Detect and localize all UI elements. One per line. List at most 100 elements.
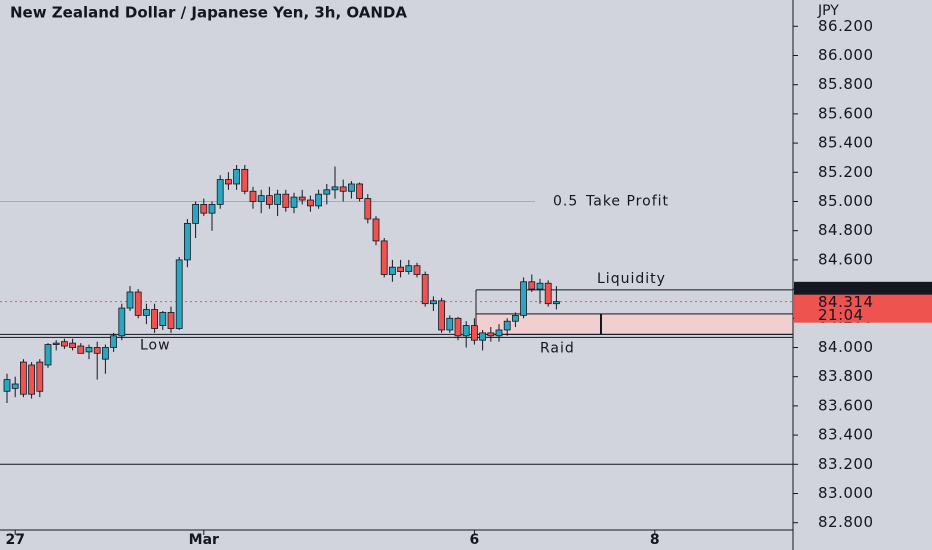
y-tick-label: 83.600 bbox=[818, 396, 874, 414]
y-tick-label: 85.200 bbox=[818, 163, 874, 181]
y-tick-label: 83.200 bbox=[818, 455, 874, 473]
annotation: Raid bbox=[540, 340, 575, 356]
y-tick-label: 83.800 bbox=[818, 367, 874, 385]
candle-body bbox=[397, 266, 405, 272]
candle-body bbox=[512, 314, 519, 322]
candle-body bbox=[118, 307, 126, 337]
candle-body bbox=[200, 204, 208, 214]
y-tick-label: 86.200 bbox=[818, 17, 874, 35]
candle-body bbox=[274, 193, 282, 205]
liquidity-label: 84.395 bbox=[818, 280, 874, 298]
candle-body bbox=[429, 300, 437, 305]
y-tick-label: 84.000 bbox=[818, 338, 874, 356]
candle-body bbox=[167, 312, 175, 329]
candle-body bbox=[462, 325, 470, 337]
candle-body bbox=[544, 282, 552, 305]
candle-body bbox=[3, 379, 11, 392]
x-tick-label: 6 bbox=[470, 532, 480, 548]
candle-body bbox=[265, 195, 273, 205]
candle-body bbox=[380, 240, 388, 275]
candle-body bbox=[323, 189, 331, 195]
y-tick-label: 86.000 bbox=[818, 46, 874, 64]
candle-body bbox=[306, 199, 314, 207]
y-tick-label: 84.600 bbox=[818, 250, 874, 268]
candle-body bbox=[503, 320, 511, 331]
candle-body bbox=[413, 265, 421, 275]
candle-body bbox=[52, 342, 60, 345]
candle-body bbox=[421, 274, 429, 305]
candle-body bbox=[331, 186, 339, 191]
candle-body bbox=[495, 329, 503, 337]
y-tick-label: 83.400 bbox=[818, 426, 874, 444]
y-tick-label: 85.600 bbox=[818, 104, 874, 122]
y-tick-label: 85.400 bbox=[818, 134, 874, 152]
candle-body bbox=[183, 222, 191, 261]
y-tick-label: 82.800 bbox=[818, 513, 874, 531]
candle-body bbox=[536, 282, 544, 290]
candle-body bbox=[479, 332, 487, 341]
candle-body bbox=[151, 309, 159, 329]
annotation: Take Profit bbox=[585, 193, 669, 209]
candle-body bbox=[93, 347, 101, 354]
x-tick-label: 8 bbox=[650, 532, 660, 548]
y-tick-label: 85.000 bbox=[818, 192, 874, 210]
candle-body bbox=[142, 309, 150, 316]
candle-body bbox=[36, 361, 44, 392]
candle-body bbox=[126, 291, 134, 309]
x-tick-label: 27 bbox=[5, 532, 24, 548]
candle-body bbox=[364, 198, 372, 220]
candle-body bbox=[388, 266, 396, 275]
candle-body bbox=[19, 361, 27, 395]
candle-body bbox=[290, 196, 298, 208]
candle-body bbox=[520, 281, 527, 316]
candle-body bbox=[553, 301, 560, 305]
candle-body bbox=[61, 341, 68, 347]
candle-body bbox=[69, 342, 76, 348]
candle-body bbox=[446, 317, 454, 331]
y-tick-label: 83.000 bbox=[818, 484, 874, 502]
candle-body bbox=[470, 325, 478, 341]
candle-body bbox=[110, 335, 117, 348]
candle-body bbox=[528, 281, 536, 290]
candle-body bbox=[102, 347, 109, 360]
last-price-label: 84.314 bbox=[818, 293, 874, 311]
annotation: 0.5 bbox=[553, 193, 578, 209]
candle-body bbox=[315, 193, 323, 207]
candle-body bbox=[77, 345, 85, 354]
candle-body bbox=[282, 193, 290, 208]
y-tick-label: 84.800 bbox=[818, 221, 874, 239]
candle-body bbox=[372, 218, 380, 242]
candle-body bbox=[487, 332, 495, 337]
last-price-box bbox=[794, 294, 932, 323]
candle-body bbox=[249, 190, 257, 202]
candle-body bbox=[85, 347, 93, 353]
y-axis-unit: JPY bbox=[817, 3, 839, 19]
candle-body bbox=[356, 183, 364, 199]
candle-body bbox=[216, 179, 224, 205]
candle-body bbox=[257, 195, 265, 202]
candle-body bbox=[347, 183, 355, 192]
y-tick-label: 85.800 bbox=[818, 75, 874, 93]
candle-body bbox=[339, 186, 347, 192]
candle-body bbox=[159, 312, 167, 326]
x-tick-label: Mar bbox=[189, 532, 219, 548]
candle-body bbox=[233, 168, 241, 185]
candle-body bbox=[241, 168, 249, 192]
chart-title: New Zealand Dollar / Japanese Yen, 3h, O… bbox=[10, 4, 407, 22]
annotation: Liquidity bbox=[597, 271, 666, 287]
candle-body bbox=[224, 179, 232, 185]
candle-body bbox=[44, 344, 52, 366]
candle-body bbox=[28, 364, 36, 395]
candle-body bbox=[405, 265, 413, 272]
candle-body bbox=[298, 196, 306, 201]
candle-body bbox=[454, 317, 462, 337]
candle-body bbox=[192, 204, 200, 224]
candle-body bbox=[438, 300, 446, 331]
countdown-label: 21:04 bbox=[818, 306, 864, 324]
annotation: Low bbox=[140, 337, 171, 353]
candle-body bbox=[11, 383, 19, 389]
candle-body bbox=[134, 291, 142, 316]
candle-body bbox=[208, 204, 216, 214]
